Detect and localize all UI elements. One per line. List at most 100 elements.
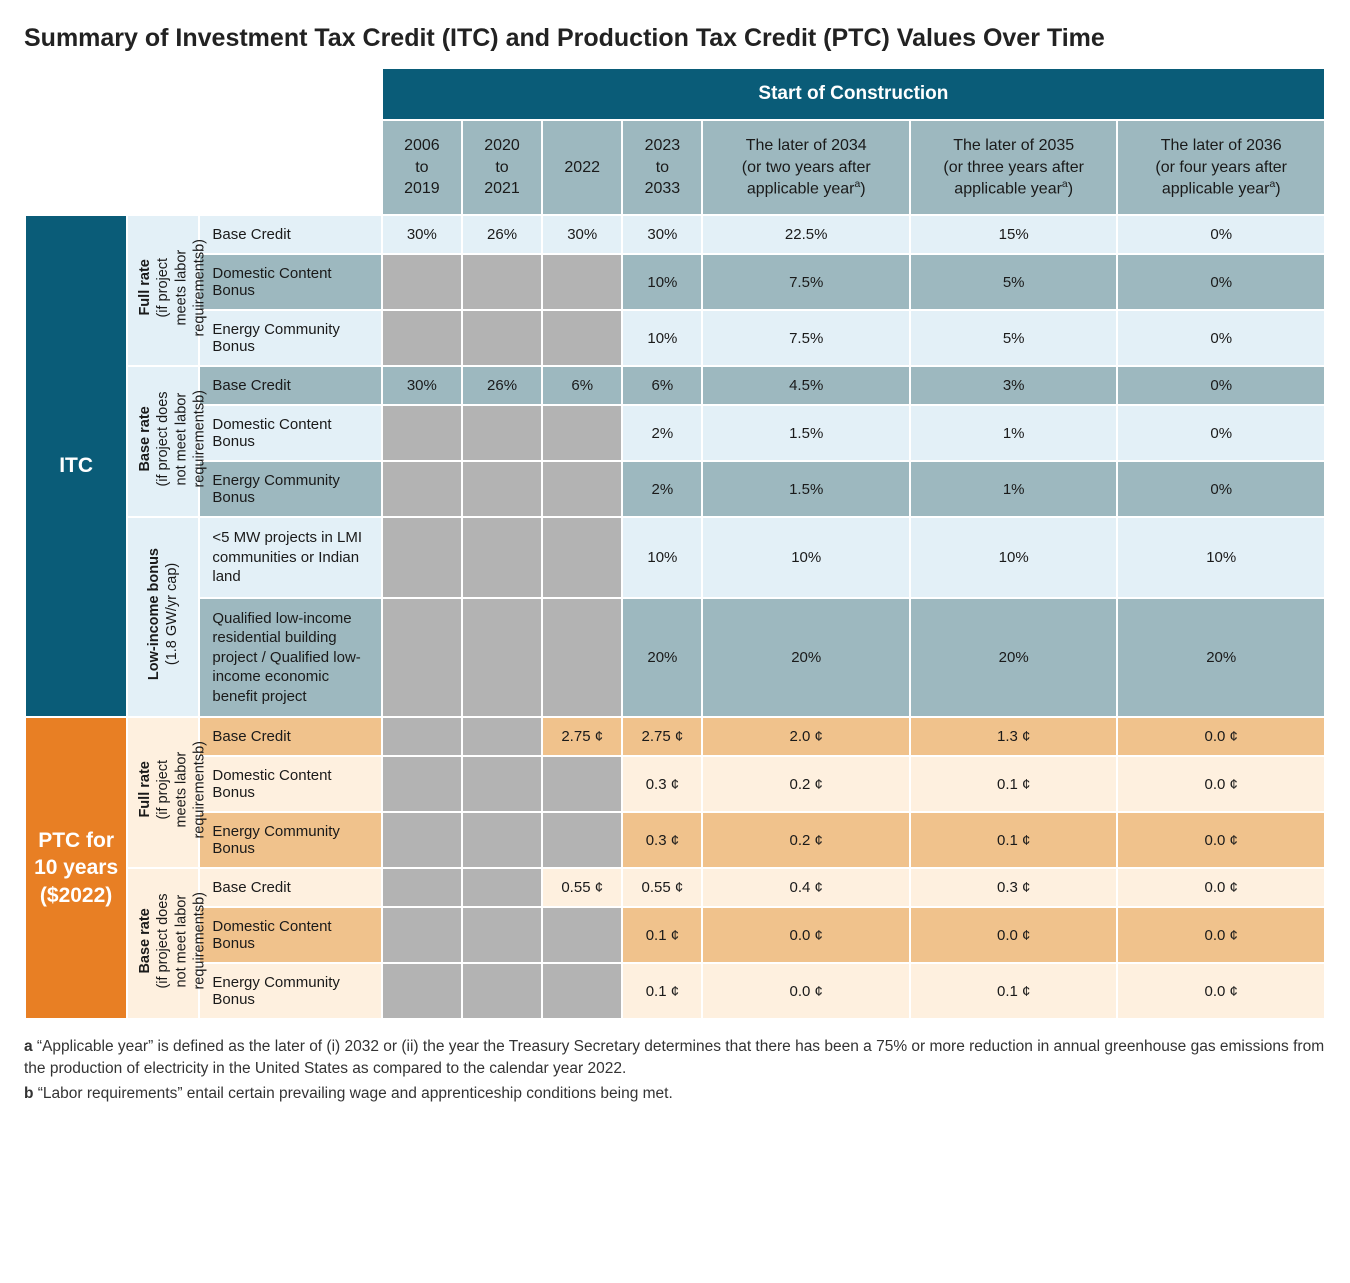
cell: 10% (623, 255, 701, 309)
cell: 7.5% (703, 255, 908, 309)
cell: 0.0 ¢ (1118, 813, 1324, 867)
cell: 0.0 ¢ (1118, 757, 1324, 811)
cell: 1.5% (703, 406, 908, 460)
ptc-full-dcb-row: Domestic Content Bonus 0.3 ¢ 0.2 ¢ 0.1 ¢… (26, 757, 1324, 811)
row-ecb: Energy Community Bonus (200, 813, 380, 867)
cell-gray (463, 406, 541, 460)
cell: 0.55 ¢ (543, 869, 621, 906)
cell-gray (543, 757, 621, 811)
itc-low-qli-row: Qualified low-income residential buildin… (26, 599, 1324, 717)
cell: 30% (383, 367, 461, 404)
itc-full-rate-label: Full rate (if project meets labor requir… (128, 216, 198, 365)
cell-gray (383, 869, 461, 906)
year-2020-2021: 2020 to 2021 (463, 121, 541, 214)
cell-gray (383, 813, 461, 867)
cell-gray (543, 462, 621, 516)
year-2034: The later of 2034 (or two years after ap… (703, 121, 908, 214)
cell-gray (463, 908, 541, 962)
cell: 10% (703, 518, 908, 597)
itc-side-label: ITC (26, 216, 126, 716)
itc-base-rate-label: Base rate (if project does not meet labo… (128, 367, 198, 516)
cell: 0.0 ¢ (703, 964, 908, 1018)
row-base-credit: Base Credit (200, 216, 380, 253)
cell: 0.55 ¢ (623, 869, 701, 906)
cell: 0.2 ¢ (703, 757, 908, 811)
cell-gray (463, 518, 541, 597)
cell: 0.0 ¢ (1118, 869, 1324, 906)
cell: 30% (623, 216, 701, 253)
tax-credit-table: Start of Construction 2006 to 2019 2020 … (24, 67, 1326, 1020)
ptc-base-rate-label: Base rate (if project does not meet labo… (128, 869, 198, 1018)
ptc-base-dcb-row: Domestic Content Bonus 0.1 ¢ 0.0 ¢ 0.0 ¢… (26, 908, 1324, 962)
cell: 0.4 ¢ (703, 869, 908, 906)
cell: 0.0 ¢ (1118, 718, 1324, 755)
cell: 1.3 ¢ (911, 718, 1116, 755)
row-ecb: Energy Community Bonus (200, 311, 380, 365)
cell: 4.5% (703, 367, 908, 404)
cell-gray (383, 518, 461, 597)
cell-gray (543, 599, 621, 717)
cell-gray (463, 964, 541, 1018)
itc-full-base-row: ITC Full rate (if project meets labor re… (26, 216, 1324, 253)
cell: 0.0 ¢ (1118, 908, 1324, 962)
cell-gray (383, 757, 461, 811)
cell: 0.0 ¢ (911, 908, 1116, 962)
cell: 26% (463, 367, 541, 404)
cell: 0% (1118, 406, 1324, 460)
ptc-full-ecb-row: Energy Community Bonus 0.3 ¢ 0.2 ¢ 0.1 ¢… (26, 813, 1324, 867)
header-row-1: Start of Construction (26, 69, 1324, 119)
cell-gray (463, 813, 541, 867)
cell-gray (383, 908, 461, 962)
cell-gray (463, 599, 541, 717)
cell: 2.75 ¢ (623, 718, 701, 755)
cell-gray (543, 255, 621, 309)
header-blank (26, 69, 381, 119)
ptc-side-label: PTC for 10 years ($2022) (26, 718, 126, 1018)
cell: 0.1 ¢ (911, 757, 1116, 811)
cell-gray (383, 311, 461, 365)
cell: 10% (623, 518, 701, 597)
row-base-credit: Base Credit (200, 718, 380, 755)
cell: 26% (463, 216, 541, 253)
cell-gray (543, 908, 621, 962)
cell: 1.5% (703, 462, 908, 516)
footnote-a: a “Applicable year” is defined as the la… (24, 1036, 1326, 1079)
year-2023-2033: 2023 to 2033 (623, 121, 701, 214)
footnote-b: b “Labor requirements” entail certain pr… (24, 1083, 1326, 1105)
itc-full-dcb-row: Domestic Content Bonus 10% 7.5% 5% 0% (26, 255, 1324, 309)
cell: 2.75 ¢ (543, 718, 621, 755)
row-dcb: Domestic Content Bonus (200, 908, 380, 962)
row-dcb: Domestic Content Bonus (200, 255, 380, 309)
row-base-credit: Base Credit (200, 367, 380, 404)
row-ecb: Energy Community Bonus (200, 964, 380, 1018)
cell: 6% (623, 367, 701, 404)
cell: 0% (1118, 311, 1324, 365)
cell: 2% (623, 462, 701, 516)
cell: 10% (623, 311, 701, 365)
cell: 20% (703, 599, 908, 717)
cell-gray (463, 462, 541, 516)
itc-low-lmi-row: Low-income bonus (1.8 GW/yr cap) <5 MW p… (26, 518, 1324, 597)
cell: 0.0 ¢ (703, 908, 908, 962)
start-of-construction-header: Start of Construction (383, 69, 1324, 119)
page-title: Summary of Investment Tax Credit (ITC) a… (24, 24, 1326, 53)
cell-gray (383, 255, 461, 309)
cell: 0.0 ¢ (1118, 964, 1324, 1018)
footnotes: a “Applicable year” is defined as the la… (24, 1036, 1326, 1105)
cell-gray (383, 406, 461, 460)
cell: 10% (911, 518, 1116, 597)
cell: 0% (1118, 216, 1324, 253)
cell-gray (383, 718, 461, 755)
cell: 0.3 ¢ (911, 869, 1116, 906)
cell: 0.1 ¢ (623, 964, 701, 1018)
cell-gray (543, 813, 621, 867)
cell-gray (463, 869, 541, 906)
cell: 1% (911, 462, 1116, 516)
row-qli: Qualified low-income residential buildin… (200, 599, 380, 717)
header-row-2: 2006 to 2019 2020 to 2021 2022 2023 to 2… (26, 121, 1324, 214)
itc-base-ecb-row: Energy Community Bonus 2% 1.5% 1% 0% (26, 462, 1324, 516)
cell: 0.1 ¢ (911, 813, 1116, 867)
page-container: Summary of Investment Tax Credit (ITC) a… (24, 24, 1326, 1105)
itc-full-ecb-row: Energy Community Bonus 10% 7.5% 5% 0% (26, 311, 1324, 365)
cell: 2.0 ¢ (703, 718, 908, 755)
